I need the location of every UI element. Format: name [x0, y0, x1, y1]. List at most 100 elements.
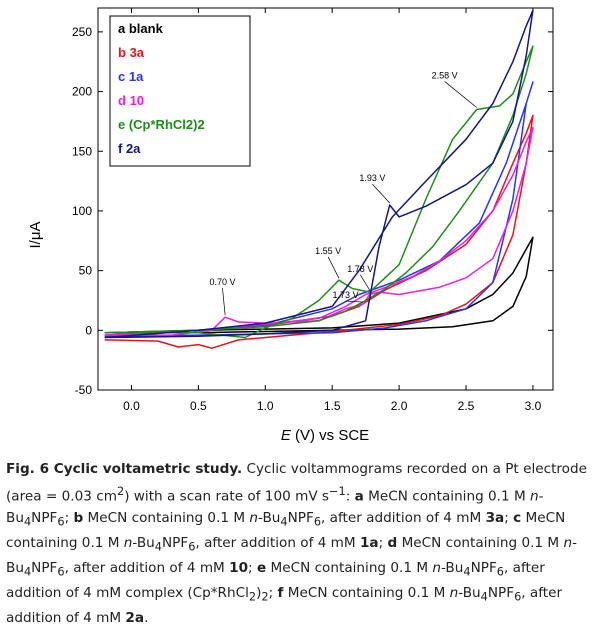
- caption-text: .: [144, 610, 149, 627]
- caption-italic: n: [530, 488, 539, 505]
- caption-text: MeCN containing 0.1 M: [363, 488, 531, 505]
- caption-text: , after addition of 4 mM complex (Cp*RhC…: [6, 559, 545, 602]
- caption-text: ;: [248, 559, 257, 576]
- caption-sub: 4: [23, 514, 32, 529]
- caption-text: NPF: [31, 559, 58, 576]
- caption-text: , after addition of 4 mM: [64, 559, 230, 576]
- annotation-arrow: [372, 183, 390, 204]
- x-tick-label: 1.0: [257, 399, 274, 413]
- caption-text: , after addition of 4 mM: [195, 534, 360, 551]
- caption-text: ;: [504, 509, 514, 526]
- caption-text: MeCN containing 0.1 M: [283, 585, 450, 602]
- annotation-label: 0.70 V: [209, 277, 235, 287]
- caption-sub: 4: [280, 514, 288, 529]
- annotations-group: 0.70 V 1.55 V 1.78 V 1.73 V 1.93 V 2.58 V: [209, 70, 477, 316]
- caption-sup: 2: [116, 483, 125, 498]
- caption-sub: 6: [57, 564, 65, 579]
- annotation-arrow: [327, 256, 340, 279]
- caption-sub: 2: [261, 589, 269, 604]
- caption-text: -Bu: [441, 559, 464, 576]
- plot-frame: [97, 7, 554, 391]
- legend-label: 3a: [130, 45, 145, 60]
- annotation-arrow: [359, 274, 370, 291]
- legend-key: d: [118, 93, 130, 108]
- caption-text: Cyclic voltammograms recorded on a Pt el…: [6, 461, 587, 505]
- x-axis-symbol: E: [281, 427, 292, 444]
- x-tick-label: 0.5: [190, 399, 207, 413]
- y-tick-label: 50: [79, 264, 93, 278]
- caption-sup: −1: [329, 483, 346, 498]
- y-tick-label: 0: [85, 323, 92, 337]
- caption-sub: 4: [154, 539, 163, 554]
- caption-text: MeCN containing 0.1 M: [266, 559, 433, 576]
- caption-text: -Bu: [6, 534, 577, 576]
- legend-entry: c 1a: [118, 69, 144, 84]
- caption-text: NPF: [487, 585, 515, 602]
- legend-entry: a blank: [118, 21, 164, 36]
- caption-title: Fig. 6 Cyclic voltametric study.: [6, 461, 243, 477]
- caption-italic: n: [449, 585, 459, 602]
- caption-text: MeCN containing 0.1 M: [6, 509, 566, 551]
- legend-label: blank: [129, 21, 164, 36]
- y-tick-label: 200: [72, 85, 92, 99]
- caption-sub: 4: [23, 564, 32, 579]
- x-axis-ticks: 0.0 0.5 1.0 1.5 2.0 2.5 3.0: [123, 8, 542, 413]
- legend-box: [109, 15, 251, 167]
- annotation-arrow: [222, 287, 226, 316]
- caption-text: -Bu: [6, 488, 544, 526]
- annotation-arrow: [345, 300, 363, 303]
- caption-text: , after addition of 4 mM: [321, 509, 486, 526]
- legend-key: f: [118, 141, 126, 156]
- cyclic-voltammogram-chart: -50 0 50 100 150 200 250 0.0 0.5 1.0 1.5 2.0 2.5 3.0…: [27, 7, 554, 444]
- legend-label: 10: [130, 93, 144, 108]
- caption-text: ) with a scan rate of 100 mV s: [124, 488, 330, 505]
- annotation-label: 1.78 V: [347, 264, 373, 274]
- caption-compound: 10: [229, 559, 249, 576]
- caption-key-d: d: [387, 534, 398, 551]
- caption-sub: 6: [313, 514, 322, 529]
- caption-compound: 2a: [125, 610, 145, 627]
- caption-italic: n: [123, 534, 133, 551]
- legend-entry: b 3a: [118, 45, 145, 60]
- caption-sub: 6: [57, 514, 65, 529]
- caption-italic: n: [249, 509, 259, 526]
- caption-sub: 6: [496, 564, 504, 579]
- series-line: [104, 9, 534, 339]
- legend-label: (Cp*RhCl2)2: [129, 117, 205, 132]
- x-tick-label: 0.0: [123, 399, 140, 413]
- caption-text: -Bu: [458, 585, 481, 602]
- annotation-label: 1.55 V: [315, 246, 341, 256]
- legend-key: a: [118, 21, 129, 36]
- caption-sub: 6: [514, 589, 522, 604]
- caption-text: NPF: [470, 559, 497, 576]
- y-tick-label: 250: [72, 25, 92, 39]
- legend-entry: d 10: [118, 93, 144, 108]
- y-tick-label: -50: [75, 383, 93, 397]
- caption-text: -Bu: [258, 509, 281, 526]
- legend-key: e: [118, 117, 129, 132]
- legend-key: c: [118, 69, 129, 84]
- caption-compound: 3a: [485, 509, 505, 526]
- caption-text: MeCN containing 0.1 M: [397, 534, 564, 551]
- x-tick-label: 3.0: [525, 399, 542, 413]
- caption-key-c: c: [513, 509, 522, 526]
- legend-key: b: [118, 45, 130, 60]
- annotation-arrow: [444, 81, 477, 108]
- caption-compound: 1a: [359, 534, 379, 551]
- caption-sub: 2: [248, 589, 257, 604]
- caption-text: MeCN containing 0.1 M: [83, 509, 250, 526]
- annotation-label: 1.93 V: [359, 173, 385, 183]
- caption-key-a: a: [354, 488, 364, 505]
- caption-text: NPF: [162, 534, 189, 551]
- caption-italic: n: [432, 559, 441, 576]
- caption-key-f: f: [277, 585, 284, 602]
- legend-label: 1a: [129, 69, 144, 84]
- caption-sub: 4: [480, 589, 488, 604]
- y-axis-ticks: -50 0 50 100 150 200 250: [72, 25, 553, 397]
- caption-text: :: [345, 488, 355, 505]
- legend-entry: f 2a: [118, 141, 141, 156]
- legend-label: 2a: [126, 141, 141, 156]
- caption-text: -Bu: [132, 534, 155, 551]
- figure-caption: Fig. 6 Cyclic voltametric study. Cyclic …: [6, 459, 588, 630]
- caption-text: NPF: [287, 509, 314, 526]
